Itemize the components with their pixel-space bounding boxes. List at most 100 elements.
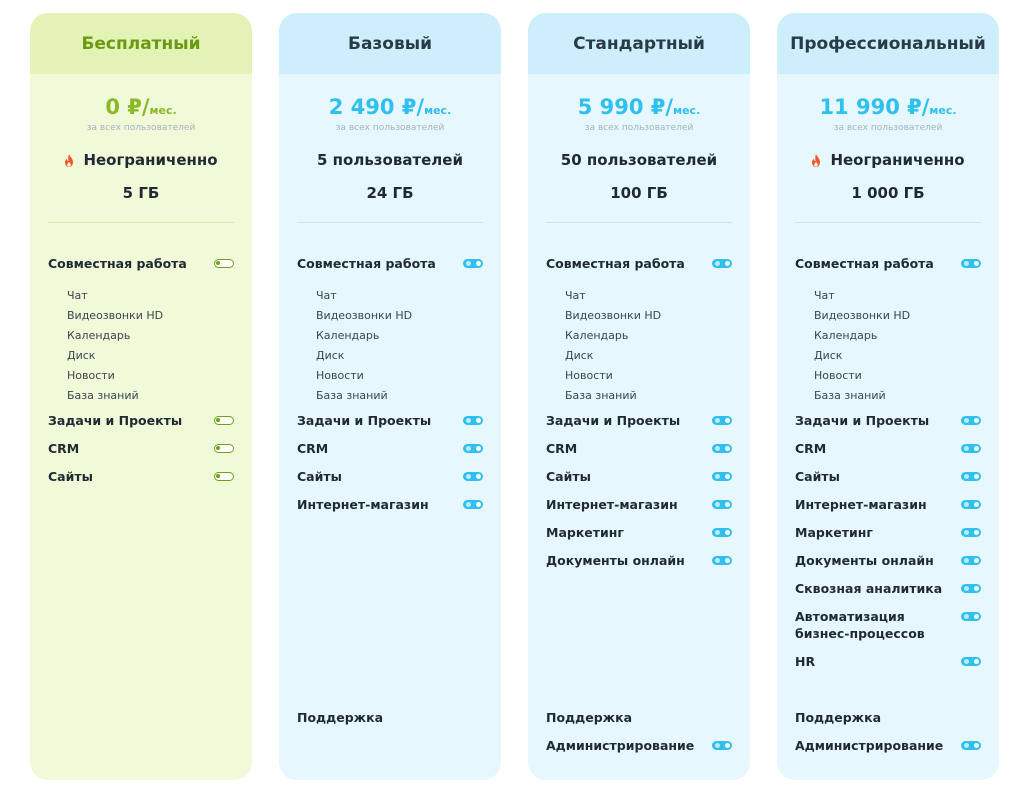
feature-row[interactable]: Сайты bbox=[546, 468, 732, 485]
feature-row[interactable]: CRM bbox=[48, 440, 234, 457]
users-label: Неограниченно bbox=[83, 151, 218, 169]
feature-row[interactable]: Интернет-магазин bbox=[297, 496, 483, 513]
collab-item: Календарь bbox=[67, 329, 131, 342]
feature-row-support[interactable]: Поддержка bbox=[297, 709, 483, 726]
feature-label: HR bbox=[795, 654, 816, 669]
collab-item: Календарь bbox=[316, 329, 380, 342]
toggle-on-icon[interactable] bbox=[712, 741, 732, 750]
plan-title: Базовый bbox=[279, 13, 501, 74]
feature-row-admin[interactable]: Администрирование bbox=[546, 737, 732, 754]
collab-item: База знаний bbox=[565, 389, 637, 402]
feature-label: CRM bbox=[795, 441, 827, 456]
plan-storage: 24 ГБ bbox=[366, 184, 414, 202]
collab-item: База знаний bbox=[316, 389, 388, 402]
feature-row[interactable]: Сквозная аналитика bbox=[795, 580, 981, 597]
collab-item: База знаний bbox=[67, 389, 139, 402]
collab-item: Новости bbox=[316, 369, 364, 382]
toggle-on-icon[interactable] bbox=[712, 556, 732, 565]
feature-row-collab[interactable]: Совместная работа bbox=[48, 255, 234, 272]
toggle-on-icon[interactable] bbox=[712, 472, 732, 481]
feature-row-admin[interactable]: Администрирование bbox=[795, 737, 981, 754]
toggle-on-icon[interactable] bbox=[961, 528, 981, 537]
toggle-on-icon[interactable] bbox=[961, 657, 981, 666]
price-value: 0 ₽/ bbox=[105, 95, 150, 119]
toggle-on-icon[interactable] bbox=[961, 472, 981, 481]
toggle-on-icon[interactable] bbox=[712, 444, 732, 453]
toggle-on-icon[interactable] bbox=[463, 259, 483, 268]
plan-title: Стандартный bbox=[528, 13, 750, 74]
toggle-on-icon[interactable] bbox=[712, 259, 732, 268]
toggle-on-icon[interactable] bbox=[712, 416, 732, 425]
feature-row[interactable]: CRM bbox=[795, 440, 981, 457]
fire-icon bbox=[65, 153, 74, 167]
feature-row[interactable]: Маркетинг bbox=[546, 524, 732, 541]
toggle-on-icon[interactable] bbox=[463, 500, 483, 509]
feature-row[interactable]: Документы онлайн bbox=[546, 552, 732, 569]
price-value: 5 990 ₽/ bbox=[577, 95, 674, 119]
feature-row-collab[interactable]: Совместная работа bbox=[795, 255, 981, 272]
plan-users: 50 пользователей bbox=[528, 149, 750, 171]
feature-label: Интернет-магазин bbox=[546, 497, 678, 512]
toggle-off-icon[interactable] bbox=[214, 259, 234, 268]
plan-storage: 5 ГБ bbox=[122, 184, 160, 202]
feature-label: Сквозная аналитика bbox=[795, 581, 943, 596]
feature-row-support[interactable]: Поддержка bbox=[795, 709, 981, 726]
toggle-on-icon[interactable] bbox=[961, 500, 981, 509]
feature-row[interactable]: Интернет-магазин bbox=[546, 496, 732, 513]
feature-row[interactable]: Задачи и Проекты bbox=[48, 412, 234, 429]
feature-row[interactable]: Документы онлайн bbox=[795, 552, 981, 569]
toggle-on-icon[interactable] bbox=[961, 584, 981, 593]
feature-row[interactable]: Интернет-магазин bbox=[795, 496, 981, 513]
feature-row[interactable]: Сайты bbox=[795, 468, 981, 485]
toggle-on-icon[interactable] bbox=[463, 444, 483, 453]
feature-row[interactable]: Задачи и Проекты bbox=[795, 412, 981, 429]
collab-item: Чат bbox=[67, 289, 88, 302]
plan-card-free: Бесплатный 0 ₽/мес. за всех пользователе… bbox=[30, 13, 252, 780]
collab-item: Видеозвонки HD bbox=[565, 309, 662, 322]
feature-label: Поддержка bbox=[297, 710, 384, 725]
toggle-on-icon[interactable] bbox=[961, 416, 981, 425]
price-note: за всех пользователей bbox=[584, 123, 694, 133]
feature-row[interactable]: Автоматизация бизнес-процессов bbox=[795, 608, 981, 642]
feature-label: Задачи и Проекты bbox=[48, 413, 183, 428]
toggle-on-icon[interactable] bbox=[961, 444, 981, 453]
plan-card-basic: Базовый 2 490 ₽/мес. за всех пользовател… bbox=[279, 13, 501, 780]
plan-users: 5 пользователей bbox=[279, 149, 501, 171]
feature-label: Интернет-магазин bbox=[297, 497, 429, 512]
feature-label: Администрирование bbox=[795, 738, 944, 753]
toggle-on-icon[interactable] bbox=[463, 416, 483, 425]
price-period: мес. bbox=[929, 104, 957, 117]
divider bbox=[795, 222, 981, 223]
collab-item: Видеозвонки HD bbox=[67, 309, 164, 322]
feature-label: Сайты bbox=[795, 469, 840, 484]
plan-price: 2 490 ₽/мес. bbox=[279, 94, 501, 124]
feature-label: Задачи и Проекты bbox=[795, 413, 930, 428]
toggle-on-icon[interactable] bbox=[712, 500, 732, 509]
feature-row[interactable]: Сайты bbox=[48, 468, 234, 485]
plan-price: 0 ₽/мес. bbox=[30, 94, 252, 124]
feature-row-collab[interactable]: Совместная работа bbox=[297, 255, 483, 272]
toggle-on-icon[interactable] bbox=[961, 612, 981, 621]
toggle-on-icon[interactable] bbox=[961, 556, 981, 565]
toggle-off-icon[interactable] bbox=[214, 444, 234, 453]
plan-storage: 1 000 ГБ bbox=[851, 184, 925, 202]
feature-row[interactable]: Маркетинг bbox=[795, 524, 981, 541]
toggle-off-icon[interactable] bbox=[214, 472, 234, 481]
feature-row-collab[interactable]: Совместная работа bbox=[546, 255, 732, 272]
toggle-on-icon[interactable] bbox=[961, 741, 981, 750]
feature-row[interactable]: Задачи и Проекты bbox=[546, 412, 732, 429]
toggle-off-icon[interactable] bbox=[214, 416, 234, 425]
feature-row[interactable]: Задачи и Проекты bbox=[297, 412, 483, 429]
feature-label: Задачи и Проекты bbox=[546, 413, 681, 428]
plan-card-professional: Профессиональный 11 990 ₽/мес. за всех п… bbox=[777, 13, 999, 780]
toggle-on-icon[interactable] bbox=[961, 259, 981, 268]
feature-label: Администрирование bbox=[546, 738, 695, 753]
feature-row[interactable]: HR bbox=[795, 653, 981, 670]
toggle-on-icon[interactable] bbox=[712, 528, 732, 537]
feature-row[interactable]: Сайты bbox=[297, 468, 483, 485]
feature-row-support[interactable]: Поддержка bbox=[546, 709, 732, 726]
feature-row[interactable]: CRM bbox=[297, 440, 483, 457]
toggle-on-icon[interactable] bbox=[463, 472, 483, 481]
feature-row[interactable]: CRM bbox=[546, 440, 732, 457]
feature-label: Совместная работа bbox=[795, 256, 934, 271]
